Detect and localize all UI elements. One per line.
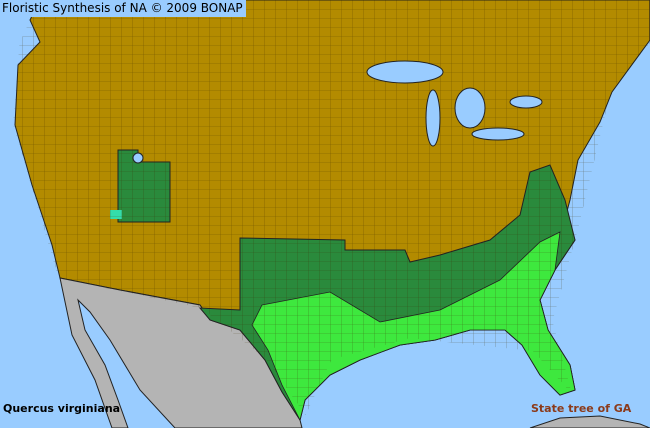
lake-ontario xyxy=(509,95,543,109)
lake-huron xyxy=(454,87,486,129)
lake-erie xyxy=(471,127,525,141)
lake-michigan xyxy=(425,89,441,147)
map-title: Floristic Synthesis of NA © 2009 BONAP xyxy=(0,0,246,17)
state-tree-note: State tree of GA xyxy=(531,402,632,415)
cuba xyxy=(529,415,650,428)
great-salt-lake xyxy=(132,152,144,164)
great-lakes xyxy=(132,60,543,164)
species-name: Quercus virginiana xyxy=(3,402,121,415)
lake-superior xyxy=(366,60,444,84)
